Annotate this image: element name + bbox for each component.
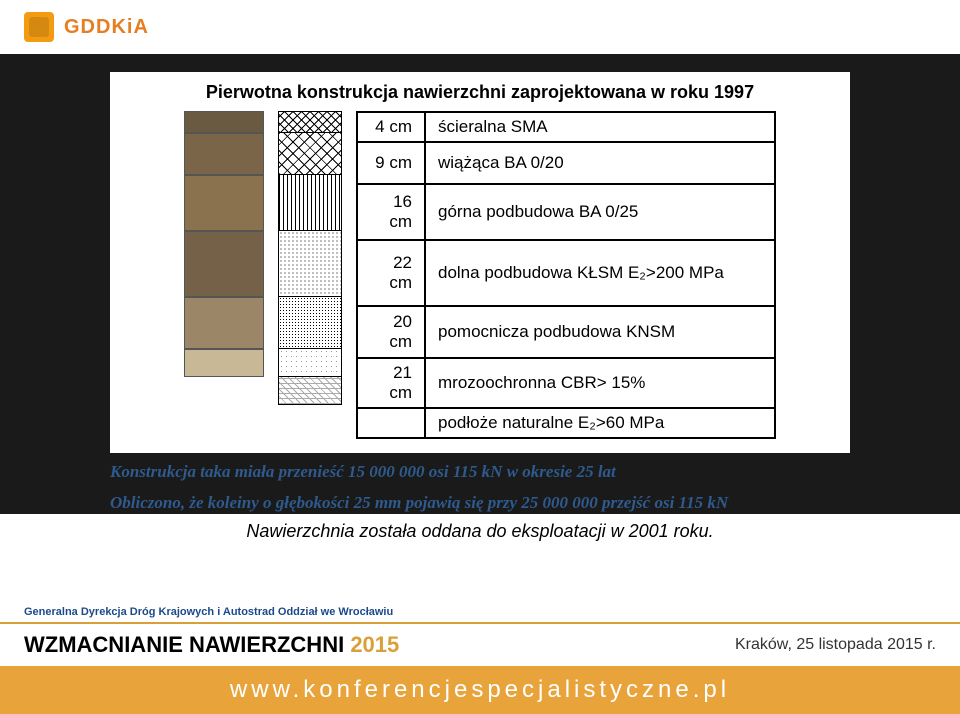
note-line-1: Konstrukcja taka miała przenieść 15 000 … <box>110 461 850 484</box>
header: GDDKiA <box>0 0 960 54</box>
table-row: 21 cmmrozoochronna CBR> 15% <box>357 358 775 408</box>
logo-icon <box>24 12 54 42</box>
table-row: 22 cmdolna podbudowa KŁSM E₂>200 MPa <box>357 240 775 306</box>
hatch-column <box>278 111 342 439</box>
org-name: Generalna Dyrekcja Dróg Krajowych i Auto… <box>24 606 393 618</box>
conference-title: WZMACNIANIE NAWIERZCHNI 2015 <box>24 632 399 658</box>
note-line-2: Obliczono, że koleiny o głębokości 25 mm… <box>110 492 850 515</box>
conference-location: Kraków, 25 listopada 2015 r. <box>735 636 936 654</box>
white-card: Pierwotna konstrukcja nawierzchni zaproj… <box>110 72 850 453</box>
footer-org-row: Generalna Dyrekcja Dróg Krajowych i Auto… <box>0 600 960 624</box>
logo: GDDKiA <box>24 12 149 42</box>
table-row: podłoże naturalne E₂>60 MPa <box>357 408 775 438</box>
footer-url: www.konferencjespecjalistyczne.pl <box>0 666 960 714</box>
table-row: 9 cmwiążąca BA 0/20 <box>357 142 775 184</box>
card-title: Pierwotna konstrukcja nawierzchni zaproj… <box>124 82 836 103</box>
table-row: 4 cmścieralna SMA <box>357 112 775 142</box>
layer-table: 4 cmścieralna SMA 9 cmwiążąca BA 0/20 16… <box>356 111 776 439</box>
logo-text: GDDKiA <box>64 16 149 39</box>
footer-conf-row: WZMACNIANIE NAWIERZCHNI 2015 Kraków, 25 … <box>0 624 960 666</box>
footer: Generalna Dyrekcja Dróg Krajowych i Auto… <box>0 600 960 714</box>
table-row: 20 cmpomocnicza podbudowa KNSM <box>357 306 775 358</box>
table-row: 16 cmgórna podbudowa BA 0/25 <box>357 184 775 240</box>
core-sample-image <box>184 111 264 439</box>
content-panel: Pierwotna konstrukcja nawierzchni zaproj… <box>0 54 960 514</box>
note-line-3: Nawierzchnia została oddana do eksploata… <box>110 521 850 542</box>
layers-row: 4 cmścieralna SMA 9 cmwiążąca BA 0/20 16… <box>124 111 836 439</box>
